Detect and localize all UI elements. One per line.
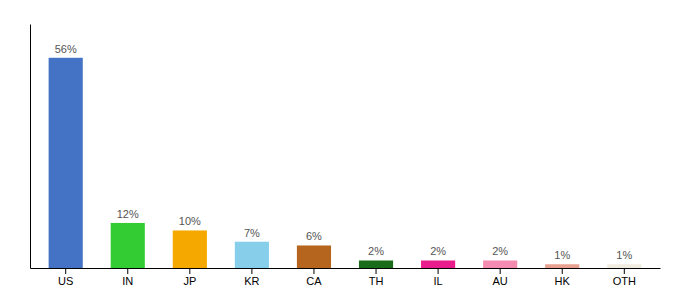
x-tick-label: IN: [122, 275, 133, 287]
data-label: 1%: [554, 249, 570, 261]
x-tick: JP: [183, 268, 196, 287]
bar: [297, 245, 331, 268]
x-tick-mark: [313, 268, 314, 274]
data-label: 2%: [430, 245, 446, 257]
data-label: 2%: [492, 245, 508, 257]
bar: [111, 223, 145, 268]
data-labels: 56% 12% 10% 7% 6% 2% 2% 2% 1% 1%: [55, 43, 633, 261]
x-tick-label: OTH: [613, 275, 636, 287]
y-axis-line: [30, 25, 31, 269]
x-tick: IL: [434, 268, 443, 287]
bar: [49, 58, 83, 268]
x-tick-mark: [127, 268, 128, 274]
x-tick-mark: [438, 268, 439, 274]
x-tick-label: AU: [493, 275, 508, 287]
x-tick-mark: [376, 268, 377, 274]
x-axis: US IN JP KR CA TH IL AU HK OTH: [31, 268, 661, 287]
x-tick-label: HK: [555, 275, 571, 287]
x-tick-label: CA: [306, 275, 322, 287]
x-tick-mark: [500, 268, 501, 274]
x-tick-mark: [251, 268, 252, 274]
x-tick: AU: [493, 268, 508, 287]
x-tick-mark: [189, 268, 190, 274]
x-tick: TH: [369, 268, 384, 287]
data-label: 10%: [179, 215, 201, 227]
data-label: 1%: [616, 249, 632, 261]
x-tick: KR: [244, 268, 259, 287]
x-tick: HK: [555, 268, 571, 287]
bar: [173, 230, 207, 268]
x-axis-line: [31, 268, 661, 269]
x-tick: US: [58, 268, 73, 287]
bar: [545, 264, 579, 268]
data-label: 12%: [117, 208, 139, 220]
x-tick-label: JP: [183, 275, 196, 287]
x-tick-label: KR: [244, 275, 259, 287]
x-tick-mark: [562, 268, 563, 274]
data-label: 7%: [244, 227, 260, 239]
plot: US IN JP KR CA TH IL AU HK OTH 56% 12% 10% 7% 6% 2% 2% 2%…: [31, 25, 661, 287]
bar: [421, 260, 455, 268]
x-tick-mark: [65, 268, 66, 274]
x-tick-label: US: [58, 275, 73, 287]
bar: [235, 242, 269, 268]
x-tick: CA: [306, 268, 322, 287]
bar: [483, 260, 517, 268]
x-tick-label: IL: [434, 275, 443, 287]
data-label: 6%: [306, 230, 322, 242]
y-axis: [30, 25, 31, 269]
x-tick: IN: [122, 268, 133, 287]
data-label: 2%: [368, 245, 384, 257]
data-label: 56%: [55, 43, 77, 55]
chart: US IN JP KR CA TH IL AU HK OTH 56% 12% 10% 7% 6% 2% 2% 2%…: [0, 0, 680, 300]
bar: [607, 264, 641, 268]
x-tick-label: TH: [369, 275, 384, 287]
bar: [359, 260, 393, 268]
x-tick-mark: [624, 268, 625, 274]
x-tick: OTH: [613, 268, 636, 287]
bars: [49, 58, 642, 268]
